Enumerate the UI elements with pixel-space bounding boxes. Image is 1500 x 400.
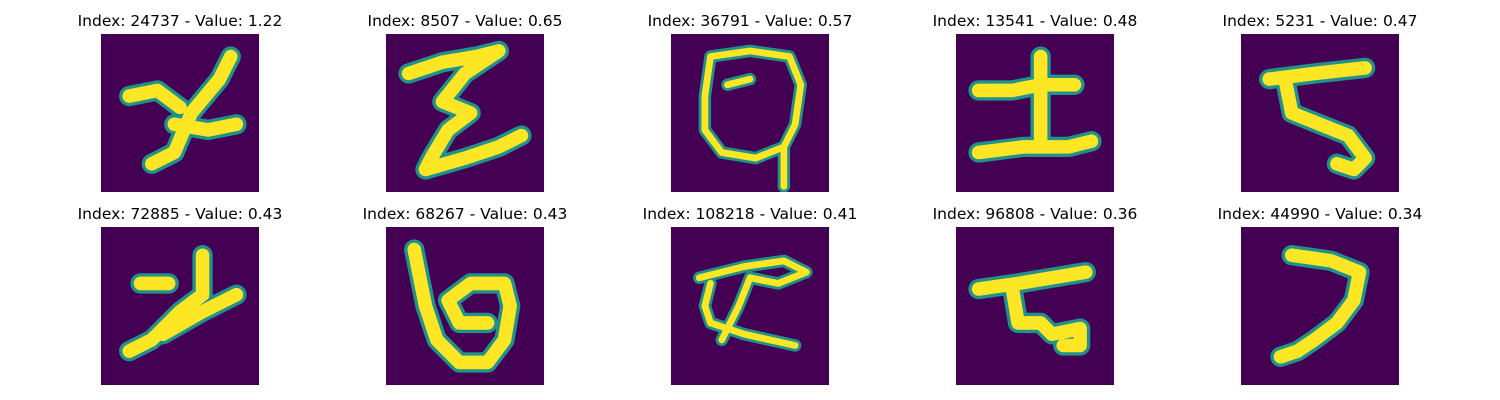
sample-panel: Index: 44990 - Value: 0.34	[1178, 193, 1462, 385]
digit-image	[386, 34, 544, 192]
panel-title: Index: 72885 - Value: 0.43	[77, 205, 283, 223]
digit-image	[101, 34, 259, 192]
sample-panel: Index: 13541 - Value: 0.48	[893, 0, 1177, 192]
digit-image	[671, 34, 829, 192]
sample-panel: Index: 96808 - Value: 0.36	[893, 193, 1177, 385]
digit-image	[671, 227, 829, 385]
digit-image	[1241, 34, 1399, 192]
panel-title: Index: 68267 - Value: 0.43	[362, 205, 568, 223]
panel-title: Index: 5231 - Value: 0.47	[1222, 12, 1418, 30]
digit-image	[386, 227, 544, 385]
sample-panel: Index: 5231 - Value: 0.47	[1178, 0, 1462, 192]
digit-image	[101, 227, 259, 385]
panel-title: Index: 8507 - Value: 0.65	[367, 12, 563, 30]
panel-title: Index: 96808 - Value: 0.36	[932, 205, 1138, 223]
digit-image	[956, 34, 1114, 192]
sample-panel: Index: 108218 - Value: 0.41	[608, 193, 892, 385]
sample-panel: Index: 36791 - Value: 0.57	[608, 0, 892, 192]
sample-panel: Index: 68267 - Value: 0.43	[323, 193, 607, 385]
sample-panel: Index: 8507 - Value: 0.65	[323, 0, 607, 192]
sample-panel: Index: 24737 - Value: 1.22	[38, 0, 322, 192]
panel-title: Index: 36791 - Value: 0.57	[647, 12, 853, 30]
panel-title: Index: 44990 - Value: 0.34	[1217, 205, 1423, 223]
digit-image	[956, 227, 1114, 385]
panel-title: Index: 108218 - Value: 0.41	[642, 205, 858, 223]
sample-panel: Index: 72885 - Value: 0.43	[38, 193, 322, 385]
digit-image	[1241, 227, 1399, 385]
panel-title: Index: 13541 - Value: 0.48	[932, 12, 1138, 30]
panel-title: Index: 24737 - Value: 1.22	[77, 12, 283, 30]
